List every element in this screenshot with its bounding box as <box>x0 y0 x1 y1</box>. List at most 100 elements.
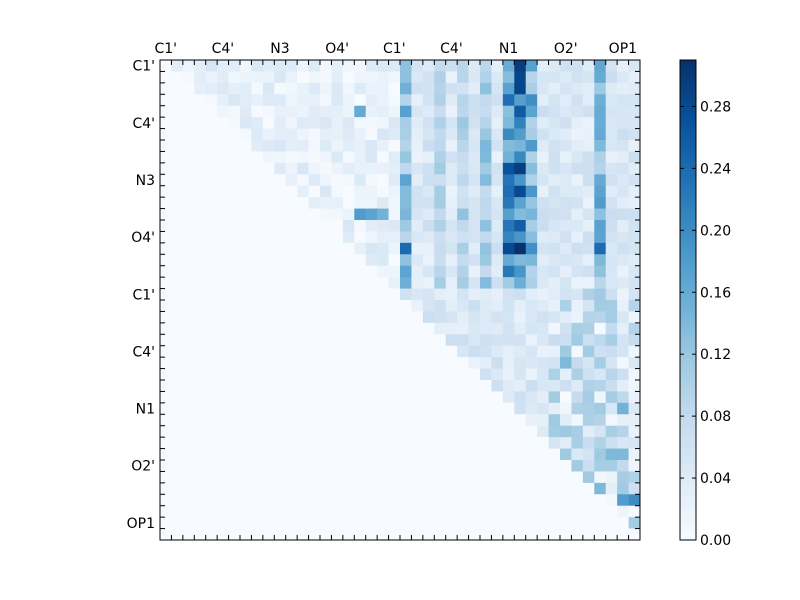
heatmap-cell <box>297 185 309 198</box>
heatmap-cell <box>182 60 195 72</box>
heatmap-cell <box>354 517 367 529</box>
heatmap-cell <box>411 288 424 301</box>
heatmap-cell <box>411 528 424 541</box>
heatmap-cell <box>468 60 481 72</box>
heatmap-cell <box>388 220 401 232</box>
heatmap-cell <box>445 117 458 129</box>
heatmap-cell <box>228 60 241 72</box>
y-tick-label: O4' <box>131 230 155 246</box>
heatmap-cell <box>400 311 412 324</box>
heatmap-cell <box>365 208 378 221</box>
heatmap-cell <box>388 528 401 541</box>
heatmap-cell <box>217 448 229 461</box>
heatmap-cell <box>617 128 629 141</box>
heatmap-cell <box>320 220 332 232</box>
heatmap-cell <box>445 437 458 449</box>
heatmap-cell <box>525 94 538 107</box>
heatmap-cell <box>411 265 424 278</box>
heatmap-cell <box>434 334 447 347</box>
heatmap-cell <box>468 460 481 472</box>
heatmap-cell <box>434 471 447 484</box>
heatmap-cell <box>320 322 332 335</box>
heatmap-cell <box>445 380 458 392</box>
heatmap-cell <box>594 494 607 507</box>
heatmap-cell <box>217 254 229 267</box>
heatmap-cell <box>240 277 252 289</box>
heatmap-cell <box>308 482 321 495</box>
heatmap-cell <box>342 311 355 324</box>
heatmap-cell <box>480 174 492 187</box>
heatmap-cell <box>285 300 298 312</box>
heatmap-cell <box>548 277 561 289</box>
heatmap-cell <box>342 391 355 404</box>
heatmap-cell <box>274 288 287 301</box>
heatmap-cell <box>320 380 332 392</box>
heatmap-cell <box>411 380 424 392</box>
heatmap-cell <box>274 311 287 324</box>
heatmap-cell <box>457 528 469 541</box>
heatmap-cell <box>411 105 424 118</box>
heatmap-cell <box>308 334 321 347</box>
heatmap-cell <box>617 345 629 358</box>
heatmap-cell <box>182 414 195 427</box>
heatmap-cell <box>182 231 195 244</box>
heatmap-cell <box>194 402 207 415</box>
heatmap-cell <box>537 528 549 541</box>
heatmap-cell <box>194 208 207 221</box>
heatmap-cell <box>491 437 504 449</box>
heatmap-cell <box>217 311 229 324</box>
heatmap-cell <box>331 231 344 244</box>
heatmap-cell <box>377 311 389 324</box>
heatmap-cell <box>274 254 287 267</box>
heatmap-cell <box>194 277 207 289</box>
heatmap-cell <box>240 391 252 404</box>
heatmap-cell <box>537 162 549 175</box>
heatmap-cell <box>262 460 275 472</box>
heatmap-cell <box>434 254 447 267</box>
heatmap-cell <box>514 60 527 72</box>
heatmap-cell <box>228 391 241 404</box>
heatmap-cell <box>571 402 584 415</box>
heatmap-cell <box>297 357 309 369</box>
heatmap-cell <box>411 140 424 152</box>
heatmap-cell <box>468 482 481 495</box>
heatmap-cell <box>217 82 229 95</box>
heatmap-cell <box>491 265 504 278</box>
heatmap-cell <box>205 60 218 72</box>
heatmap-cell <box>182 368 195 381</box>
heatmap-cell <box>228 414 241 427</box>
heatmap-cell <box>514 174 527 187</box>
heatmap-cell <box>422 368 435 381</box>
heatmap-cell <box>194 94 207 107</box>
heatmap-cell <box>365 174 378 187</box>
heatmap-cell <box>182 402 195 415</box>
heatmap-cell <box>457 300 469 312</box>
heatmap-cell <box>217 471 229 484</box>
heatmap-cell <box>445 494 458 507</box>
heatmap-cell <box>582 334 595 347</box>
heatmap-cell <box>514 82 527 95</box>
heatmap-cell <box>354 117 367 129</box>
heatmap-cell <box>354 460 367 472</box>
heatmap-cell <box>514 311 527 324</box>
heatmap-cell <box>262 288 275 301</box>
heatmap-cell <box>617 391 629 404</box>
heatmap-cell <box>182 380 195 392</box>
heatmap-cell <box>331 162 344 175</box>
heatmap-cell <box>537 380 549 392</box>
heatmap-cell <box>502 82 515 95</box>
heatmap-cell <box>251 334 264 347</box>
heatmap-cell <box>514 494 527 507</box>
heatmap-cell <box>160 151 172 164</box>
heatmap-cell <box>628 151 641 164</box>
heatmap-cell <box>228 322 241 335</box>
heatmap-cell <box>217 151 229 164</box>
heatmap-cell <box>411 174 424 187</box>
heatmap-cell <box>388 300 401 312</box>
heatmap-cell <box>571 288 584 301</box>
heatmap-cell <box>594 220 607 232</box>
heatmap-cell <box>205 185 218 198</box>
heatmap-cell <box>400 288 412 301</box>
heatmap-cell <box>182 117 195 129</box>
